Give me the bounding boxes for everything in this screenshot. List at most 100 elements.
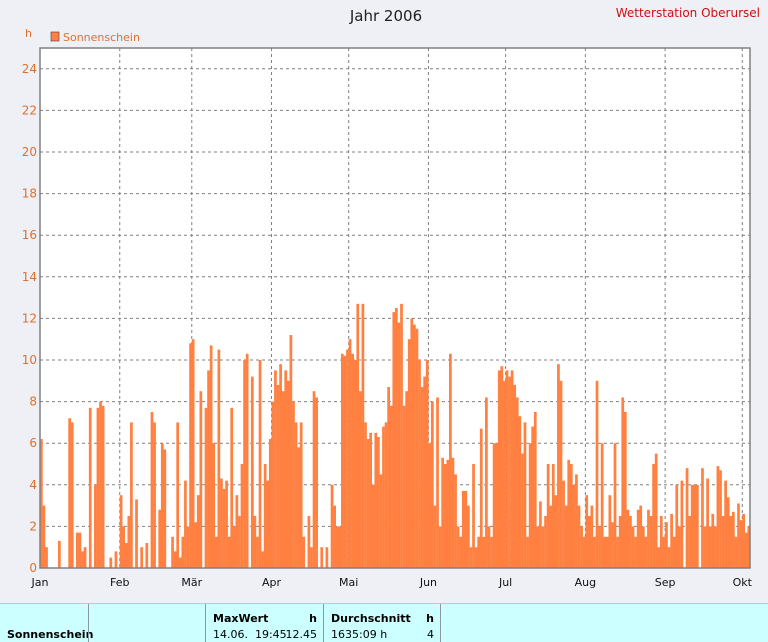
sunshine-bar	[737, 503, 740, 568]
sunshine-bar	[569, 464, 573, 568]
sunshine-bar	[320, 547, 324, 568]
sunshine-bar	[562, 480, 565, 568]
sunshine-bar	[194, 522, 198, 568]
sunshine-bar	[245, 353, 249, 568]
stats-row-label: Sonnenschein	[7, 628, 94, 641]
sunshine-bar	[353, 360, 357, 568]
sunshine-bar	[235, 495, 239, 568]
x-axis-ticks: JanFebMärAprMaiJunJulAugSepOktNovDez	[31, 576, 753, 589]
sunshine-bar	[384, 422, 388, 568]
sunshine-bar	[477, 536, 481, 568]
sunshine-bar	[81, 551, 84, 568]
y-tick-label: 6	[29, 436, 37, 450]
sunshine-bar	[292, 401, 295, 568]
x-tick-label: Mär	[181, 576, 202, 589]
sunshine-bar	[186, 526, 190, 568]
sunshine-bar	[207, 370, 210, 568]
sunshine-bar	[580, 526, 583, 568]
sunshine-bar	[268, 439, 272, 568]
sunshine-bar	[274, 370, 277, 568]
sunshine-bar	[716, 466, 720, 568]
sunshine-bar	[703, 526, 707, 568]
y-tick-label: 14	[22, 270, 37, 284]
y-tick-label: 20	[22, 145, 37, 159]
sunshine-bar	[662, 536, 666, 568]
sunshine-bar	[130, 422, 133, 568]
sunshine-bar	[415, 328, 419, 568]
sunshine-bar	[361, 303, 365, 568]
sunshine-bar	[446, 459, 450, 568]
sunshine-bar	[665, 522, 668, 568]
sunshine-bar	[654, 453, 658, 568]
sunshine-bar	[451, 457, 455, 568]
sunshine-bar	[590, 505, 594, 568]
sunshine-bar	[639, 505, 643, 568]
sunshine-bar	[410, 318, 414, 568]
sunshine-bar	[232, 526, 236, 568]
sunshine-bar	[479, 428, 483, 568]
sunshine-bar	[76, 532, 79, 568]
sunshine-bar	[258, 360, 262, 568]
sunshine-bars	[40, 303, 751, 568]
sunshine-bar	[222, 488, 226, 568]
y-tick-label: 18	[22, 187, 37, 201]
x-tick-label: Mai	[339, 576, 358, 589]
sunshine-bar	[171, 536, 174, 568]
sunshine-bar	[94, 484, 97, 568]
stats-filler-cell	[440, 604, 768, 642]
sunshine-bar	[325, 547, 329, 568]
sunshine-bar	[731, 511, 735, 568]
sunshine-bar	[379, 474, 383, 568]
avg-total: 1635:09 h	[331, 628, 388, 641]
sunshine-bar	[593, 536, 596, 568]
sunshine-bar	[739, 520, 743, 568]
x-tick-label: Apr	[262, 576, 282, 589]
max-datetime: 14.06. 19:45	[213, 628, 287, 641]
sunshine-bar	[559, 380, 563, 568]
y-tick-label: 8	[29, 395, 37, 409]
sunshine-bar	[449, 353, 452, 568]
sunshine-bar	[626, 509, 630, 568]
sunshine-bar	[160, 443, 164, 568]
sunshine-bar	[474, 547, 478, 568]
sunshine-bar	[616, 536, 619, 568]
x-tick-label: Aug	[575, 576, 596, 589]
sunshine-bar	[690, 484, 694, 568]
sunshine-bar	[719, 470, 722, 568]
sunshine-bar	[230, 407, 234, 568]
sunshine-bar	[649, 516, 653, 568]
sunshine-chart: Jahr 2006 Wetterstation Oberursel h Sonn…	[22, 6, 760, 589]
y-tick-label: 22	[22, 103, 37, 117]
sunshine-bar	[647, 509, 650, 568]
sunshine-bar	[659, 516, 663, 568]
sunshine-bar	[271, 401, 275, 568]
sunshine-bar	[176, 422, 180, 568]
sunshine-bar	[366, 439, 370, 568]
sunshine-bar	[670, 513, 673, 568]
sunshine-bar	[191, 339, 195, 568]
sunshine-bar	[629, 516, 632, 568]
sunshine-bar	[333, 505, 336, 568]
sunshine-bar	[492, 443, 496, 568]
sunshine-bar	[196, 495, 200, 568]
sunshine-bar	[281, 391, 285, 568]
sunshine-bar	[122, 526, 126, 568]
sunshine-bar	[487, 526, 491, 568]
sunshine-bar	[724, 480, 727, 568]
sunshine-bar	[533, 412, 537, 568]
sunshine-bar	[677, 526, 681, 568]
x-tick-label: Feb	[110, 576, 129, 589]
sunshine-bar	[693, 484, 697, 568]
sunshine-bar	[536, 526, 540, 568]
sunshine-bar	[554, 495, 558, 568]
sunshine-bar	[294, 422, 298, 568]
sunshine-bar	[472, 464, 475, 568]
sunshine-bar	[101, 405, 105, 568]
sunshine-bar	[45, 547, 48, 568]
sunshine-bar	[212, 443, 216, 568]
sunshine-bar	[119, 495, 123, 568]
sunshine-bar	[485, 397, 488, 568]
sunshine-bar	[364, 422, 367, 568]
sunshine-bar	[613, 443, 617, 568]
sunshine-bar	[140, 547, 144, 568]
